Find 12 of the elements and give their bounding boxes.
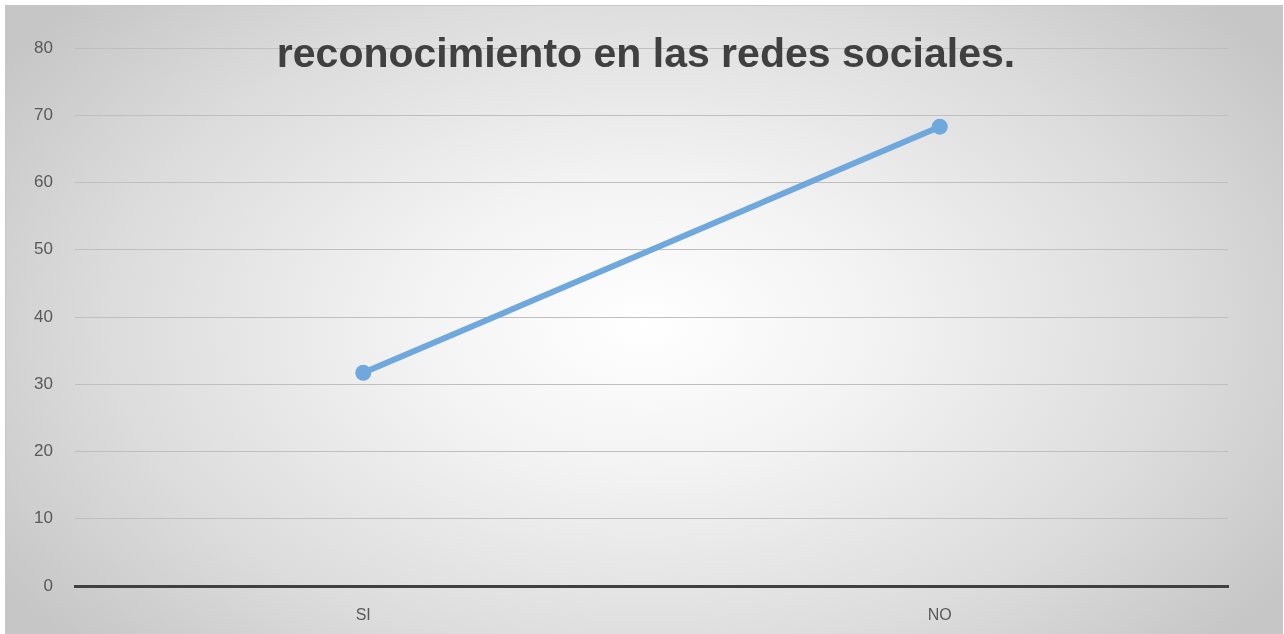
y-tick-label: 0 [43, 575, 53, 595]
x-tick-label: SI [355, 606, 371, 624]
y-tick-label: 80 [34, 37, 53, 57]
chart-title: reconocimiento en las redes sociales. [276, 30, 1016, 76]
y-tick-label: 10 [34, 508, 53, 528]
x-tick-label: NO [927, 606, 952, 624]
y-tick-label: 20 [34, 441, 53, 461]
y-tick-label: 50 [34, 239, 53, 259]
y-tick-label: 60 [34, 172, 53, 192]
y-tick-label: 70 [34, 104, 53, 124]
y-tick-label: 40 [34, 306, 53, 326]
y-tick-label: 30 [34, 373, 53, 393]
